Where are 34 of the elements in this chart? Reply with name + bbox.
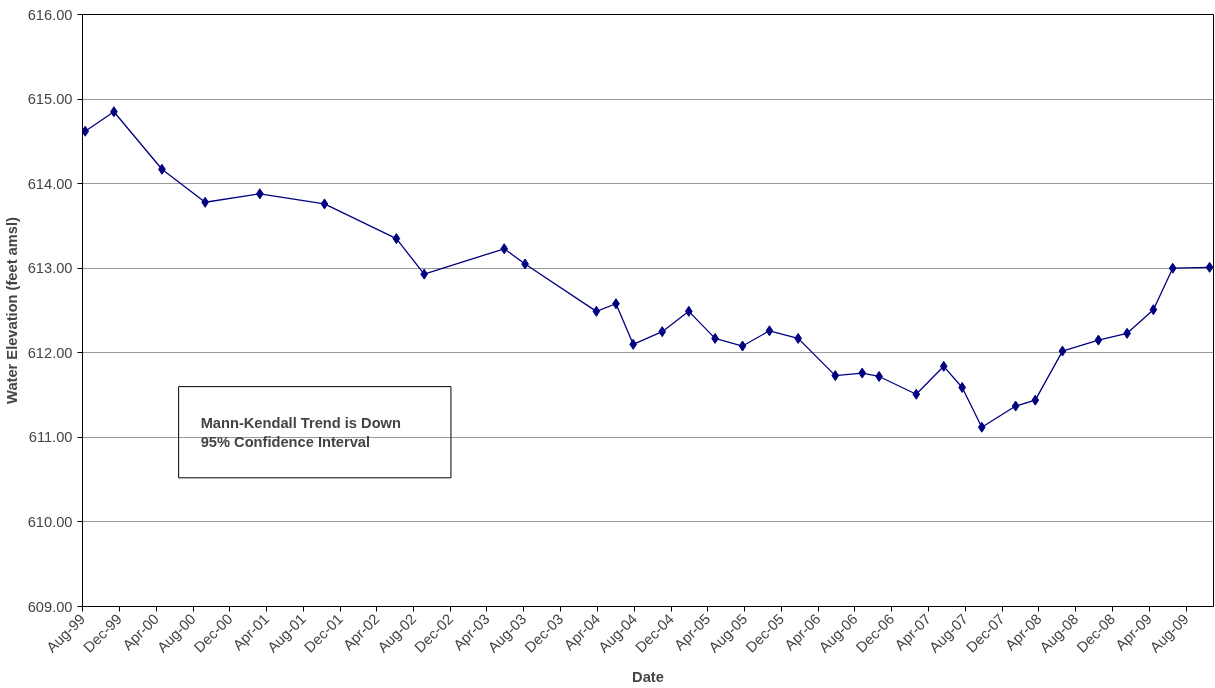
point <box>1205 261 1214 273</box>
point <box>658 326 667 338</box>
y-tick-label: 613.00 <box>27 260 73 277</box>
point <box>831 370 840 382</box>
y-tick-label: 615.00 <box>27 91 73 108</box>
point <box>320 198 329 210</box>
point <box>977 421 986 433</box>
annotation: 95% Confidence Interval <box>200 433 371 450</box>
point <box>1058 345 1067 357</box>
point <box>939 360 948 372</box>
point <box>765 325 774 337</box>
point <box>684 305 693 317</box>
point <box>255 188 264 200</box>
point <box>592 305 601 317</box>
point <box>738 340 747 352</box>
point <box>392 233 401 245</box>
point <box>1011 400 1020 412</box>
y-tick-label: 614.00 <box>27 175 73 192</box>
x-axis-title: Date <box>632 669 664 686</box>
point <box>1094 334 1103 346</box>
point <box>1149 304 1158 316</box>
y-tick-label: 609.00 <box>27 598 73 615</box>
point <box>1031 394 1040 406</box>
point <box>629 338 638 350</box>
y-tick-label: 616.00 <box>27 6 73 23</box>
annotation: Mann-Kendall Trend is Down <box>200 414 401 431</box>
y-tick-label: 612.00 <box>27 344 73 361</box>
y-tick-label: 611.00 <box>28 429 73 446</box>
point <box>1168 262 1177 274</box>
y-tick-label: 610.00 <box>27 513 73 530</box>
point <box>858 367 867 379</box>
point <box>912 388 921 400</box>
point <box>500 243 509 255</box>
y-axis-title: Water Elevation (feet amsl) <box>3 216 20 404</box>
